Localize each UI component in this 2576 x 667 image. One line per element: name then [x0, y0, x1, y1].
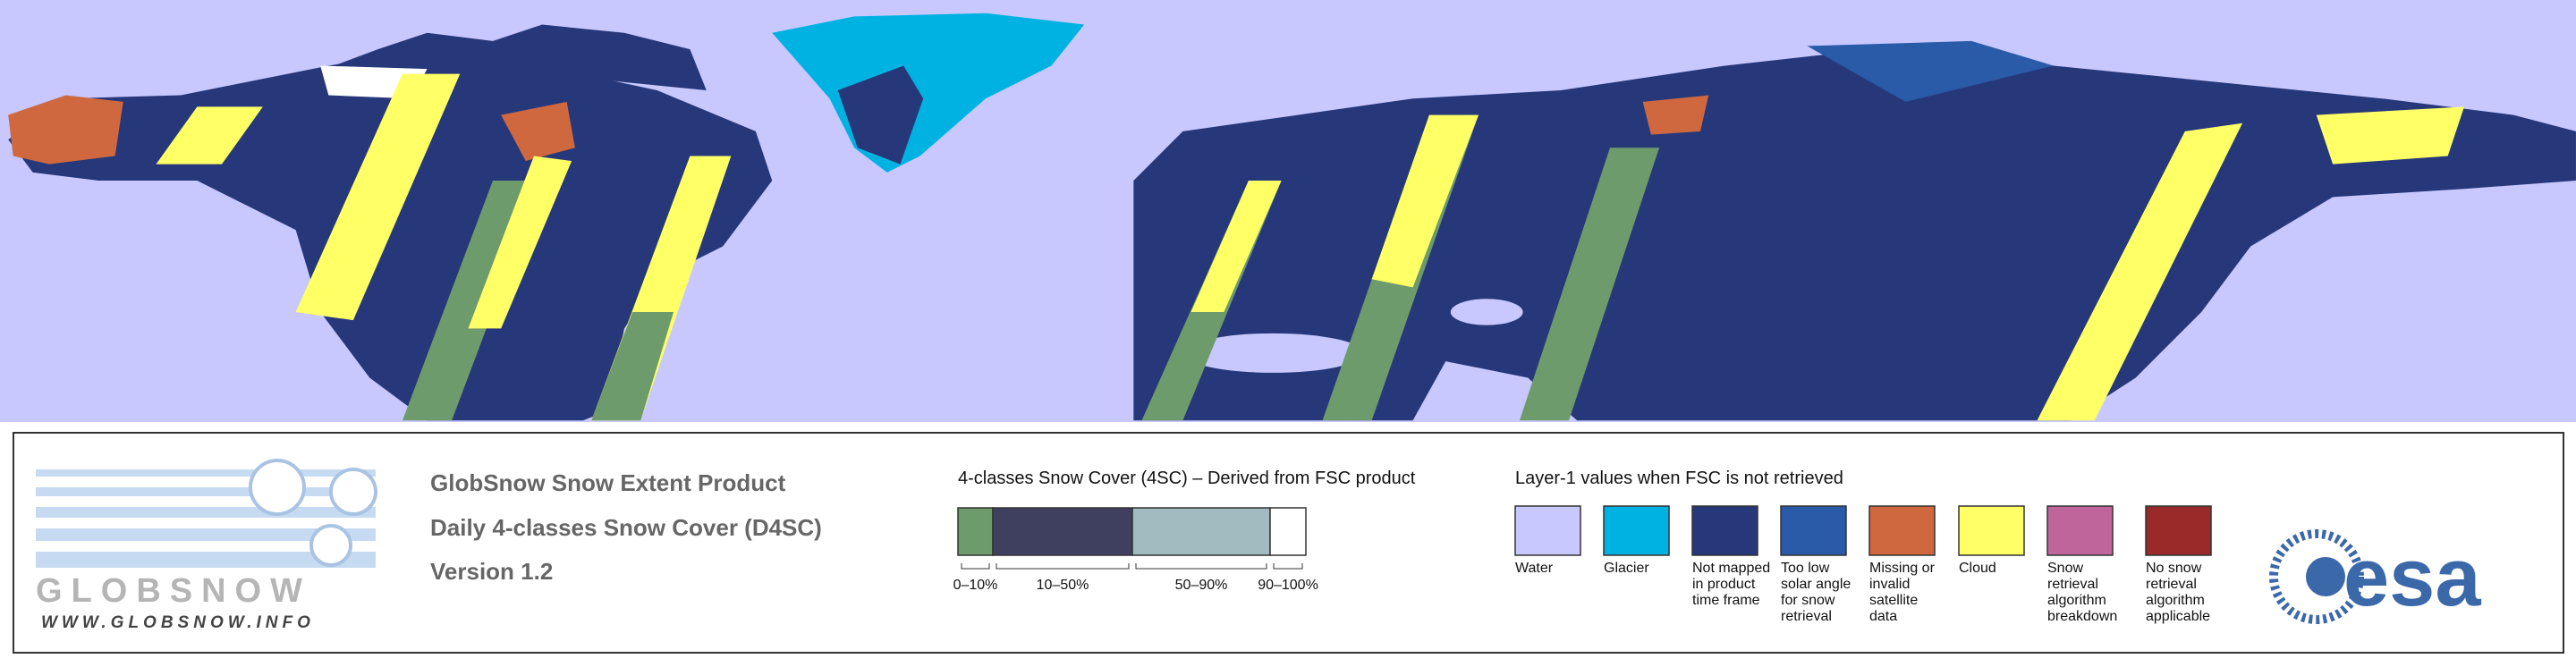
cloud [468, 156, 572, 329]
class-bracket [961, 563, 990, 570]
esa-logo [2269, 529, 2364, 624]
class-swatch [1131, 507, 1271, 556]
class-label: 50–90% [1174, 578, 1228, 593]
layer1-label: Cloud [1959, 561, 1996, 576]
class-label: 90–100% [1258, 578, 1318, 593]
class-swatch [992, 507, 1133, 556]
layer1-label: Not mapped in product time frame [1692, 561, 1771, 608]
legend-heading: Layer-1 values when FSC is not retrieved [1515, 469, 1843, 488]
layer1-swatch [1958, 505, 2025, 556]
layer1-label: Missing or invalid satellite data [1869, 561, 1935, 624]
snowflake [309, 524, 352, 567]
class-label: 10–50% [1036, 578, 1089, 593]
layer1-label: Too low solar angle for snow retrieval [1781, 561, 1852, 624]
layer1-label: Snow retrieval algorithm breakdown [2047, 561, 2118, 624]
missing-data [8, 95, 123, 165]
esa-mark [2269, 529, 2364, 624]
stripe [36, 528, 376, 541]
class-swatch [957, 507, 994, 556]
layer1-swatch [1514, 505, 1581, 556]
logo-name: GLOBSNOW [36, 572, 311, 610]
class-bracket [996, 563, 1130, 570]
legend-heading: 4-classes Snow Cover (4SC) – Derived fro… [958, 469, 1416, 488]
cloud [1191, 181, 1282, 312]
layer1-swatch [1691, 505, 1758, 556]
missing-data [501, 101, 575, 161]
stripe [36, 487, 376, 496]
title-line: Version 1.2 [430, 558, 554, 585]
snowflake [329, 468, 377, 516]
stripe [36, 507, 376, 518]
cloud [2316, 106, 2465, 165]
layer1-swatch [1603, 505, 1670, 556]
stripe [36, 469, 376, 477]
swath [591, 311, 674, 421]
cloud [156, 106, 263, 165]
low-solar [1807, 40, 2054, 102]
snowflake [249, 459, 306, 516]
legend-swatches [957, 505, 2212, 570]
title-line: Daily 4-classes Snow Cover (D4SC) [430, 514, 822, 541]
greenland [772, 13, 1085, 173]
layer1-label: Glacier [1604, 561, 1649, 576]
title-line: GlobSnow Snow Extent Product [430, 469, 786, 496]
layer1-label: Water [1515, 561, 1554, 576]
cloud [2037, 122, 2243, 421]
class-bracket [1273, 563, 1303, 570]
class-swatch [1269, 507, 1307, 556]
stripe [36, 552, 376, 568]
greenland-unmapped [837, 65, 924, 165]
class-bracket [1135, 563, 1267, 570]
globsnow-logo [36, 459, 377, 568]
swath [1519, 148, 1660, 421]
esa-mark [2306, 557, 2345, 596]
layer1-label: No snow retrieval algorithm applicable [2146, 561, 2211, 624]
esa-text: esa [2343, 532, 2481, 623]
cloud [295, 73, 461, 321]
class-label: 0–10% [953, 578, 998, 593]
layer1-swatch [1868, 505, 1936, 556]
missing-data [1642, 95, 1709, 135]
mediterranean [1182, 333, 1364, 373]
map [8, 13, 2576, 421]
layer1-swatch [1780, 505, 1847, 556]
logo-url: WWW.GLOBSNOW.INFO [41, 613, 315, 632]
cloud [1371, 114, 1479, 288]
black-sea [1450, 299, 1523, 325]
layer1-swatch [2145, 505, 2212, 556]
layer1-swatch [2046, 505, 2114, 556]
